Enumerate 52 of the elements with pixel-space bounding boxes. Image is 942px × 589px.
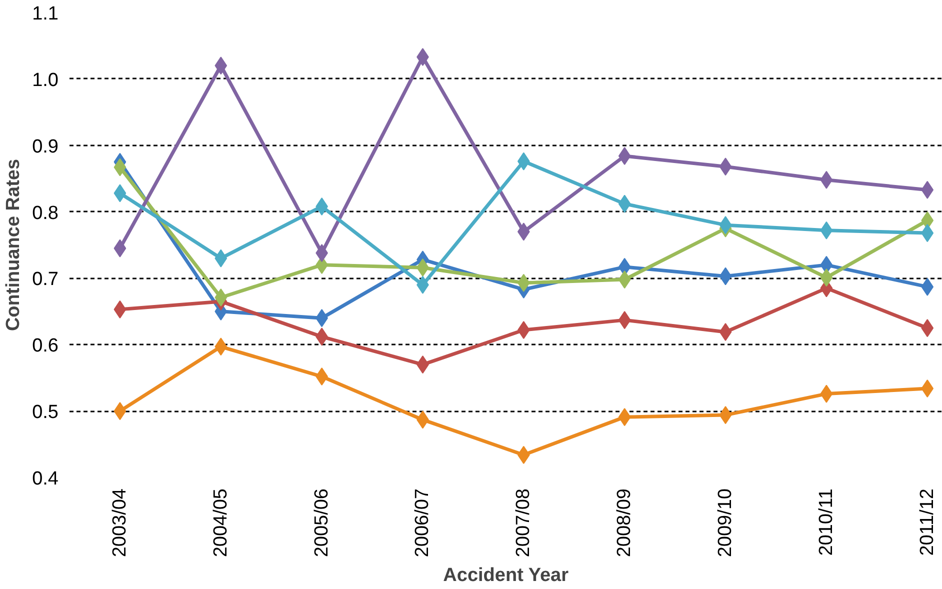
point [618,408,631,426]
y-tick-label: 1.0 [32,70,59,91]
point [517,446,530,464]
point [214,338,228,356]
point [114,402,126,420]
point [214,56,228,75]
point [719,406,732,424]
x-tick-label: 2004/05 [210,488,232,558]
point [820,221,833,240]
point [719,267,732,286]
point [921,180,934,199]
y-tick-label: 0.8 [32,202,59,224]
x-tick-label: 2006/07 [412,488,434,558]
point [618,194,631,213]
point [114,158,126,176]
point [517,274,530,292]
point [921,319,934,338]
point [820,384,833,403]
x-tick-label: 2008/09 [614,488,636,558]
x-tick-label: 2005/06 [311,488,332,558]
point [517,321,530,340]
x-tick-label: 2003/04 [109,488,130,558]
x-axis-title: Accident Year [443,565,570,586]
point [820,170,833,189]
point [719,323,732,342]
y-tick-label: 0.6 [32,336,59,357]
point [214,249,228,268]
x-tick-label: 2010/11 [816,488,837,556]
point [114,239,126,258]
point [517,152,530,170]
y-tick-label: 0.5 [32,402,59,424]
y-tick-label: 0.9 [32,136,59,158]
x-tick-label: 2011/12 [916,488,938,556]
point [114,300,126,318]
point [214,288,228,306]
point [517,222,530,241]
point [719,158,732,176]
y-tick-label: 0.4 [32,468,59,490]
x-tick-label: 2009/10 [715,488,736,558]
point [618,270,631,289]
x-tick-label: 2007/08 [513,488,534,558]
y-tick-label: 0.7 [32,269,59,290]
point [114,184,126,202]
point [719,216,732,234]
point [618,311,631,330]
point [921,224,934,242]
point [921,379,934,398]
point [618,146,631,165]
point [921,278,934,296]
point [820,268,833,287]
y-axis-title: Continuance Rates [3,158,24,332]
y-tick-label: 1.1 [32,4,59,24]
